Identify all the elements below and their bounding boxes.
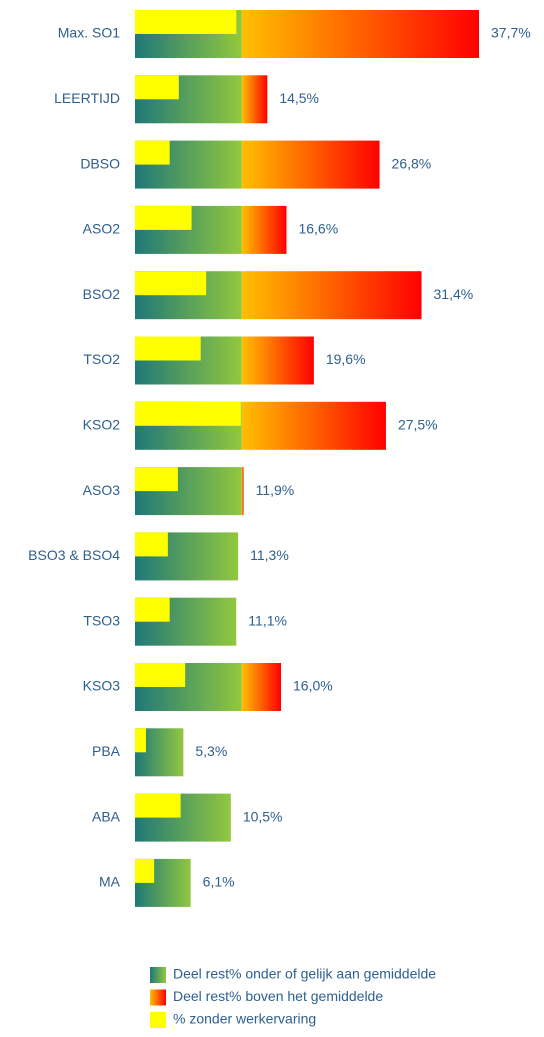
value-label: 11,9%	[256, 482, 295, 498]
bar-segment	[241, 467, 244, 516]
legend-label: Deel rest% onder of gelijk aan gemiddeld…	[173, 966, 436, 982]
value-label: 19,6%	[326, 351, 366, 367]
bar-segment	[241, 663, 281, 711]
bar-segment	[135, 793, 181, 818]
bar-segment	[135, 271, 207, 296]
bar-segment	[241, 10, 480, 58]
bar-segment	[135, 401, 241, 426]
bar-segment	[135, 336, 201, 361]
bar-segment	[135, 858, 155, 883]
value-label: 14,5%	[279, 90, 319, 106]
value-label: 16,6%	[298, 221, 338, 237]
category-label: PBA	[92, 743, 121, 759]
bar-segment	[241, 75, 268, 124]
legend-label: Deel rest% boven het gemiddelde	[173, 988, 383, 1004]
value-label: 27,5%	[398, 417, 438, 433]
category-label: KSO3	[83, 678, 121, 694]
bar-segment	[135, 10, 237, 34]
legend-swatch	[150, 1012, 166, 1028]
bar-segment	[135, 728, 146, 753]
bar-segment	[241, 205, 287, 254]
category-label: ASO3	[83, 482, 121, 498]
legend-swatch	[150, 967, 166, 983]
bar-segment	[135, 205, 192, 230]
bar-segment	[135, 597, 170, 622]
bar-segment	[135, 467, 178, 492]
category-label: DBSO	[80, 155, 120, 171]
category-label: KSO2	[83, 417, 121, 433]
category-label: ASO2	[83, 221, 121, 237]
category-label: ABA	[92, 808, 121, 824]
category-label: Max. SO1	[58, 25, 120, 41]
value-label: 11,3%	[250, 547, 289, 563]
category-label: BSO2	[83, 286, 121, 302]
value-label: 37,7%	[491, 25, 531, 41]
bar-segment	[241, 271, 422, 320]
bar-segment	[241, 336, 314, 385]
value-label: 16,0%	[293, 678, 333, 694]
value-label: 5,3%	[195, 743, 227, 759]
legend-swatch	[150, 989, 166, 1006]
bar-segment	[135, 75, 179, 100]
bar-segment	[135, 663, 186, 687]
category-label: BSO3 & BSO4	[28, 547, 120, 563]
bar-segment	[241, 401, 386, 450]
value-label: 6,1%	[203, 874, 235, 890]
bar-segment	[135, 532, 168, 557]
bar-segment	[241, 140, 380, 189]
value-label: 26,8%	[392, 155, 432, 171]
category-label: MA	[99, 874, 121, 890]
category-label: TSO3	[83, 612, 120, 628]
value-label: 11,1%	[248, 612, 287, 628]
category-label: LEERTIJD	[54, 90, 120, 106]
bar-segment	[135, 140, 170, 165]
category-label: TSO2	[83, 351, 120, 367]
legend-label: % zonder werkervaring	[173, 1011, 316, 1027]
value-label: 31,4%	[434, 286, 474, 302]
value-label: 10,5%	[243, 808, 283, 824]
